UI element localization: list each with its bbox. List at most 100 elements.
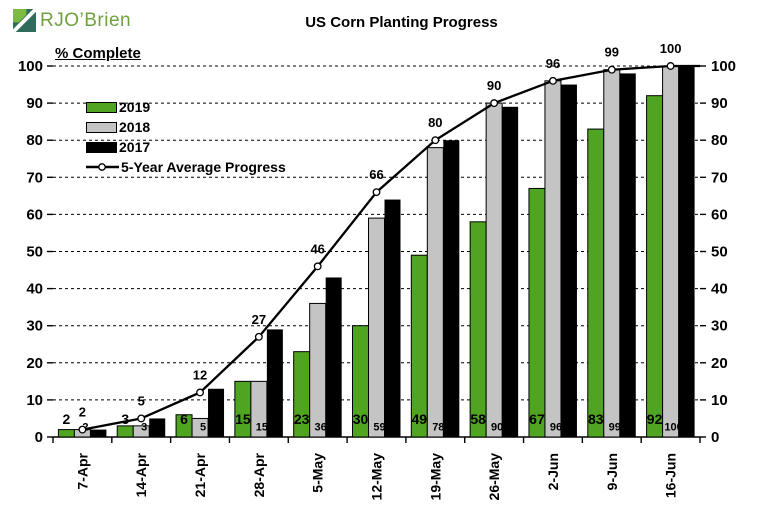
legend-swatch-2018 (86, 121, 117, 133)
right-axis-label-10: 10 (711, 392, 728, 409)
avg-marker-19-May (431, 136, 440, 145)
chart-legend: 2019 2018 2017 5-Year Average Progress (86, 97, 286, 177)
left-axis-label-10: 10 (26, 392, 43, 409)
avg-label-9-Jun: 99 (605, 45, 619, 60)
bar-2019-26-May (469, 221, 487, 438)
bar-label-2019-9-Jun: 83 (588, 411, 604, 427)
x-axis-label-12-May: 12-May (369, 453, 385, 501)
bar-label-2019-7-Apr: 2 (63, 411, 71, 427)
bar-2018-5-May (309, 302, 327, 438)
left-axis-label-50: 50 (26, 244, 43, 261)
avg-marker-14-Apr (137, 414, 146, 423)
avg-label-5-May: 46 (310, 241, 324, 256)
legend-label-5yr-average: 5-Year Average Progress (121, 159, 286, 175)
bar-2019-14-Apr (116, 425, 134, 438)
bar-label-2019-12-May: 30 (353, 411, 369, 427)
x-axis-label-21-Apr: 21-Apr (192, 452, 208, 497)
bar-label-2019-16-Jun: 92 (647, 411, 663, 427)
bar-label-2018-28-Apr: 15 (256, 422, 268, 434)
bar-2018-26-May (485, 102, 503, 438)
left-axis-label-60: 60 (26, 206, 43, 223)
avg-line (82, 64, 700, 431)
left-axis-label-80: 80 (26, 132, 43, 149)
bar-2018-12-May (368, 217, 385, 438)
avg-marker-12-May (372, 188, 381, 197)
legend-swatch-2017 (86, 141, 117, 153)
bar-2018-19-May (426, 147, 444, 438)
legend-item-2018: 2018 (86, 117, 286, 137)
bar-label-2019-14-Apr: 3 (121, 411, 129, 427)
x-axis-label-16-Jun: 16-Jun (663, 453, 679, 498)
avg-label-21-Apr: 12 (193, 367, 207, 382)
bar-label-2018-26-May: 90 (491, 422, 503, 434)
right-axis-label-60: 60 (711, 206, 728, 223)
avg-label-19-May: 80 (428, 115, 442, 130)
left-axis-label-90: 90 (26, 95, 43, 112)
left-axis-label-30: 30 (26, 318, 43, 335)
bar-label-2018-5-May: 36 (315, 422, 327, 434)
legend-item-2017: 2017 (86, 137, 286, 157)
right-axis-label-0: 0 (711, 429, 719, 446)
x-axis-label-28-Apr: 28-Apr (251, 452, 267, 497)
bar-2019-7-Apr (57, 429, 75, 438)
bar-2018-16-Jun (662, 65, 680, 438)
bar-2017-26-May (502, 106, 519, 437)
x-axis-label-7-Apr: 7-Apr (74, 452, 90, 489)
avg-line-legend-icon (86, 163, 119, 171)
bar-2019-28-Apr (234, 380, 252, 438)
right-axis-label-90: 90 (711, 95, 728, 112)
right-axis-label-20: 20 (711, 355, 728, 372)
avg-marker-26-May (490, 99, 499, 108)
bar-2019-16-Jun (646, 95, 664, 438)
chart-title: US Corn Planting Progress (305, 14, 498, 31)
bar-2018-9-Jun (603, 69, 621, 438)
left-axis-label-40: 40 (26, 281, 43, 298)
x-axis-label-2-Jun: 2-Jun (545, 453, 561, 490)
bar-label-2019-5-May: 23 (294, 411, 310, 427)
bar-2017-28-Apr (266, 329, 283, 437)
bar-label-2018-19-May: 78 (432, 422, 444, 434)
bar-label-2018-2-Jun: 96 (550, 422, 562, 434)
bar-2017-9-Jun (619, 73, 636, 438)
avg-marker-21-Apr (196, 388, 204, 397)
right-axis-label-80: 80 (711, 132, 728, 149)
avg-marker-28-Apr (254, 332, 263, 341)
bar-2017-5-May (325, 277, 342, 437)
avg-marker-7-Apr (78, 425, 87, 434)
x-axis-label-14-Apr: 14-Apr (133, 452, 149, 497)
bar-2017-16-Jun (678, 66, 695, 437)
bar-label-2018-12-May: 59 (373, 422, 385, 434)
left-axis-label-20: 20 (26, 355, 43, 372)
bar-2017-12-May (384, 199, 401, 437)
rjo-logo-text: RJO’Brien (40, 9, 132, 31)
bar-label-2019-19-May: 49 (412, 411, 428, 427)
bar-label-2018-9-Jun: 99 (609, 422, 621, 434)
bar-2017-2-Jun (560, 84, 577, 438)
rjo-logo-icon (13, 9, 36, 32)
avg-label-16-Jun: 100 (660, 41, 682, 56)
bar-2017-14-Apr (149, 418, 166, 437)
left-axis-label-100: 100 (18, 58, 43, 75)
avg-label-14-Apr: 5 (138, 393, 145, 408)
x-axis-label-9-Jun: 9-Jun (604, 453, 620, 490)
bar-label-2019-2-Jun: 67 (529, 411, 545, 427)
left-axis-label-0: 0 (35, 429, 43, 446)
bar-2018-2-Jun (544, 80, 562, 438)
right-axis-label-50: 50 (711, 244, 728, 261)
legend-label-2019: 2019 (119, 99, 151, 115)
bar-label-2018-21-Apr: 5 (200, 422, 206, 434)
x-axis-label-5-May: 5-May (310, 453, 326, 493)
avg-label-12-May: 66 (369, 167, 383, 182)
avg-label-2-Jun: 96 (546, 56, 560, 71)
x-axis-label-26-May: 26-May (486, 453, 502, 501)
legend-item-2019: 2019 (86, 97, 286, 117)
right-axis-label-100: 100 (711, 58, 736, 75)
bar-2019-9-Jun (587, 128, 605, 438)
bar-2019-19-May (410, 254, 428, 438)
left-axis-label-70: 70 (26, 169, 43, 186)
bar-label-2019-26-May: 58 (470, 411, 486, 427)
bar-2017-19-May (443, 140, 460, 437)
bar-2017-21-Apr (208, 388, 225, 437)
avg-marker-9-Jun (607, 65, 616, 74)
